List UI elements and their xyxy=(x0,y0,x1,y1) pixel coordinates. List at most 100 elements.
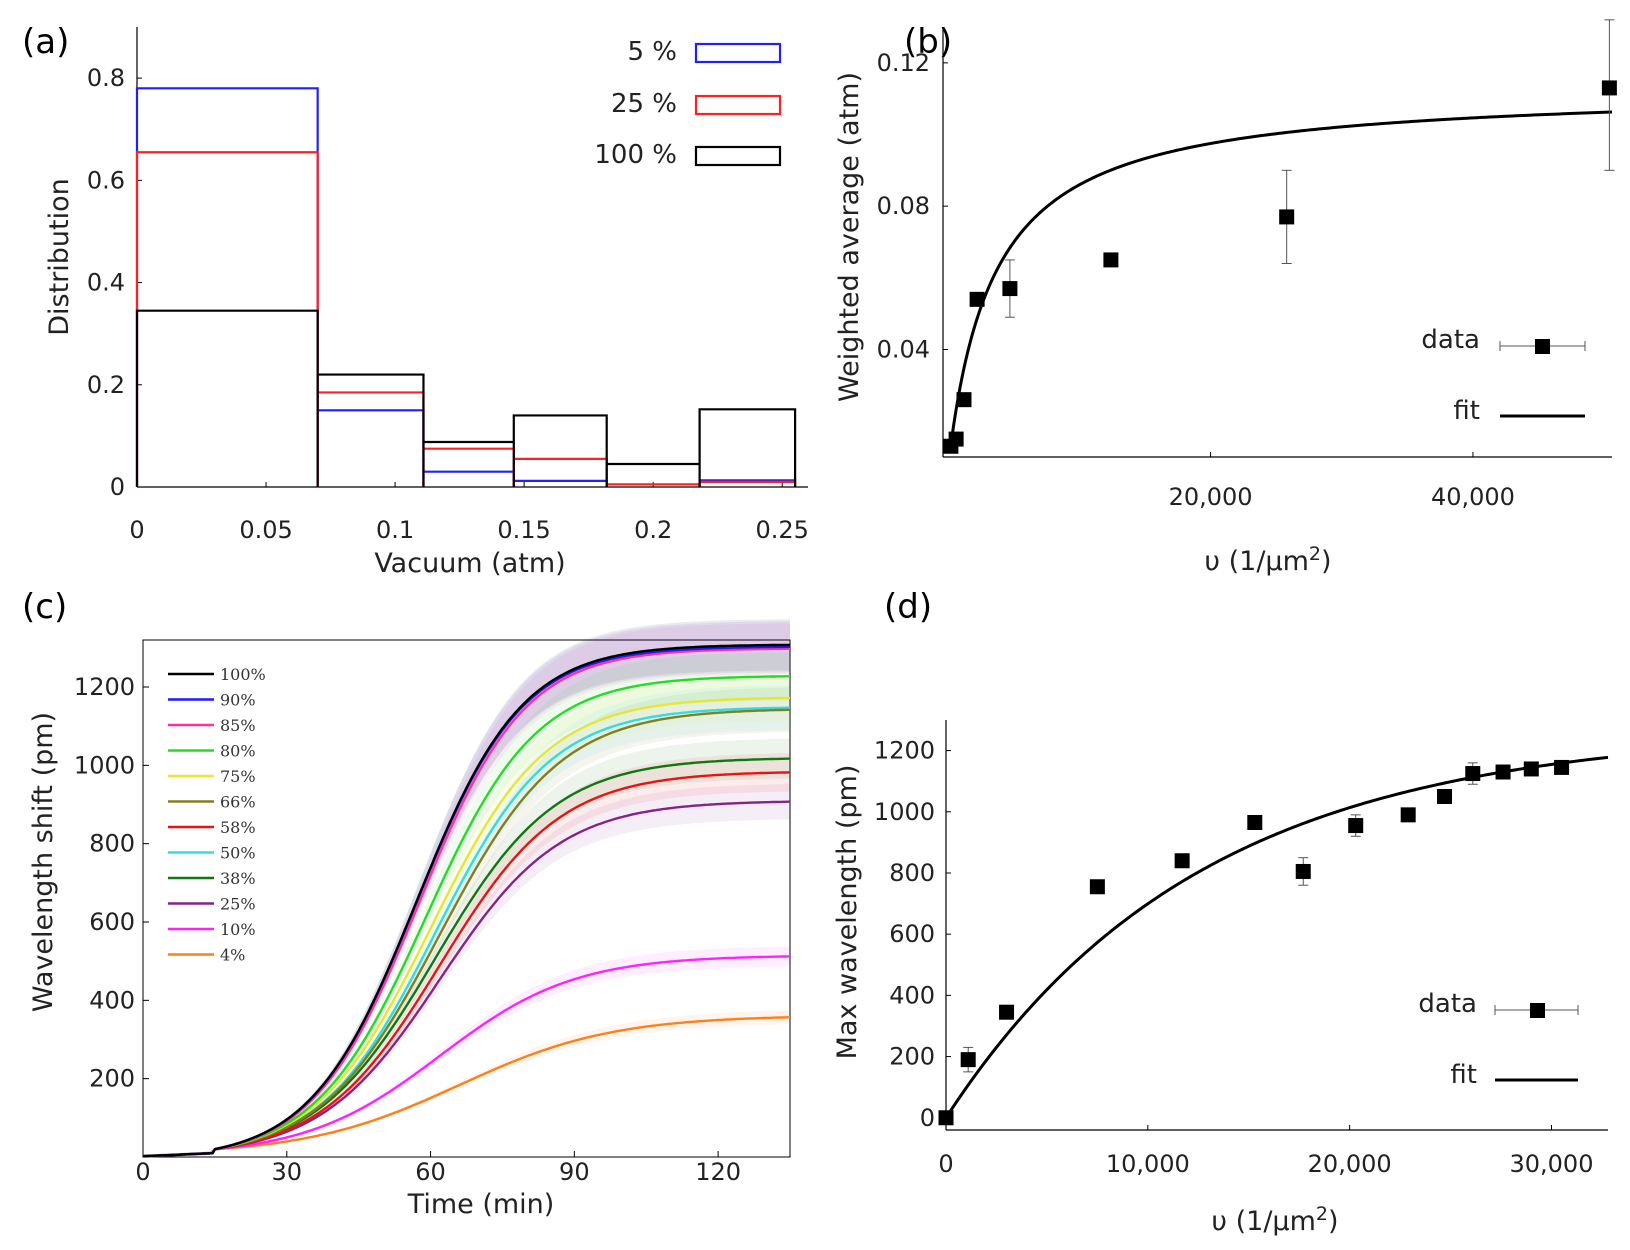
data-point xyxy=(1174,853,1190,869)
panel-label-c: (c) xyxy=(22,587,67,627)
legend-swatch xyxy=(694,145,782,167)
legend-label: 75% xyxy=(220,767,256,786)
data-point xyxy=(1495,764,1511,780)
histogram-series-5pct xyxy=(135,87,797,487)
data-point xyxy=(999,1004,1015,1020)
legend-label: 25 % xyxy=(611,89,677,119)
data-point xyxy=(1279,209,1295,225)
x-tick-label: 0.1 xyxy=(376,516,414,544)
series-line-100pct xyxy=(142,643,790,1158)
y-axis-label: Wavelength shift (pm) xyxy=(28,712,59,1012)
y-tick-label: 600 xyxy=(889,920,935,948)
y-tick-label: 0.4 xyxy=(87,269,125,297)
legend-label: 100% xyxy=(220,665,266,684)
legend-data-label: data xyxy=(1421,325,1480,355)
data-point xyxy=(948,431,964,447)
x-tick-label: 30,000 xyxy=(1509,1150,1593,1178)
x-tick-label: 60 xyxy=(415,1158,446,1186)
legend-swatch xyxy=(694,42,782,64)
data-point xyxy=(1295,863,1311,879)
y-tick-label: 0 xyxy=(920,1104,935,1132)
data-point xyxy=(1554,759,1570,775)
data-point xyxy=(1523,761,1539,777)
y-axis-label: Weighted average (atm) xyxy=(834,72,865,402)
data-point xyxy=(960,1052,976,1068)
y-tick-label: 200 xyxy=(89,1065,135,1093)
y-tick-label: 0.04 xyxy=(877,336,930,364)
y-tick-label: 0.8 xyxy=(87,64,125,92)
x-tick-label: 0.05 xyxy=(239,516,292,544)
x-tick-label: 20,000 xyxy=(1169,483,1253,511)
x-tick-label: 0.25 xyxy=(755,516,808,544)
legend-fit-label: fit xyxy=(1453,396,1480,426)
y-tick-label: 800 xyxy=(889,859,935,887)
error-band-4pct xyxy=(143,1010,790,1158)
legend-data-marker xyxy=(1535,339,1550,354)
y-tick-label: 0.6 xyxy=(87,166,125,194)
legend-label: 5 % xyxy=(627,37,677,67)
x-tick-label: 0.2 xyxy=(634,516,672,544)
y-tick-label: 400 xyxy=(89,986,135,1014)
x-tick-label: 10,000 xyxy=(1106,1150,1190,1178)
panel-d-max-wavelength: (d) 0 10,000 20,000 30,000 0 200 400 600 800 1000 1… xyxy=(832,587,1609,1237)
data-point xyxy=(1400,807,1416,823)
x-axis-label: Vacuum (atm) xyxy=(374,548,565,579)
error-band-58pct xyxy=(143,753,790,1158)
data-point xyxy=(969,291,985,307)
legend-label: 85% xyxy=(220,716,256,735)
y-tick-label: 800 xyxy=(89,830,135,858)
legend-label: 66% xyxy=(220,793,256,812)
x-axis-label: υ (1/μm2) xyxy=(1204,543,1331,577)
x-axis-label: Time (min) xyxy=(407,1189,555,1220)
x-tick-label: 0 xyxy=(129,516,144,544)
data-point xyxy=(956,392,972,408)
panel-c-wavelength-shift: (c) 0 30 60 90 120 200 400 600 800 1000 1200 Time (m… xyxy=(22,587,791,1220)
x-tick-label: 90 xyxy=(559,1158,590,1186)
panel-label-d: (d) xyxy=(884,587,932,627)
legend-label: 4% xyxy=(220,946,245,965)
legend-swatch xyxy=(694,94,782,116)
data-point xyxy=(1437,788,1453,804)
legend-data-label: data xyxy=(1418,989,1477,1019)
y-tick-label: 1000 xyxy=(74,751,135,779)
y-tick-label: 0.2 xyxy=(87,371,125,399)
error-band-10pct xyxy=(143,946,790,1158)
panel-label-a: (a) xyxy=(22,22,69,62)
plot-frame xyxy=(142,639,791,1158)
y-tick-label: 0.08 xyxy=(877,192,930,220)
legend-label: 25% xyxy=(220,895,256,914)
panel-label-b: (b) xyxy=(904,22,952,62)
data-point xyxy=(1247,815,1263,830)
data-point xyxy=(938,1110,954,1126)
y-tick-label: 1200 xyxy=(874,737,935,765)
x-tick-label: 0 xyxy=(135,1158,150,1186)
error-band-66pct xyxy=(143,687,790,1158)
y-tick-label: 600 xyxy=(89,908,135,936)
legend-data-marker xyxy=(1530,1003,1545,1018)
legend-label: 38% xyxy=(220,869,256,888)
legend-label: 10% xyxy=(220,920,256,939)
series-line-4pct xyxy=(142,1016,790,1158)
x-tick-label: 120 xyxy=(695,1158,741,1186)
y-tick-label: 1200 xyxy=(74,673,135,701)
data-point xyxy=(1089,879,1105,895)
panel-a-histogram: (a) 0 0.05 0.1 0.15 0.2 0.25 0 0.2 0.4 0.6 0.8 Vacuu… xyxy=(22,22,809,579)
histogram-series-25pct xyxy=(135,151,797,487)
legend-label: 90% xyxy=(220,691,256,710)
data-point xyxy=(1465,766,1481,782)
histogram-series-100pct xyxy=(135,309,797,487)
x-tick-label: 40,000 xyxy=(1431,483,1515,511)
fit-curve xyxy=(948,110,1613,451)
data-point xyxy=(1002,281,1018,297)
legend-label: 100 % xyxy=(594,140,677,170)
series-line-10pct xyxy=(142,955,790,1158)
x-axis-label: υ (1/μm2) xyxy=(1211,1203,1338,1237)
y-tick-label: 1000 xyxy=(874,798,935,826)
data-point xyxy=(1103,252,1119,268)
legend-label: 50% xyxy=(220,844,256,863)
y-axis-label: Distribution xyxy=(44,178,75,336)
legend-label: 58% xyxy=(220,818,256,837)
fit-curve xyxy=(944,755,1609,1119)
y-tick-label: 0 xyxy=(110,473,125,501)
